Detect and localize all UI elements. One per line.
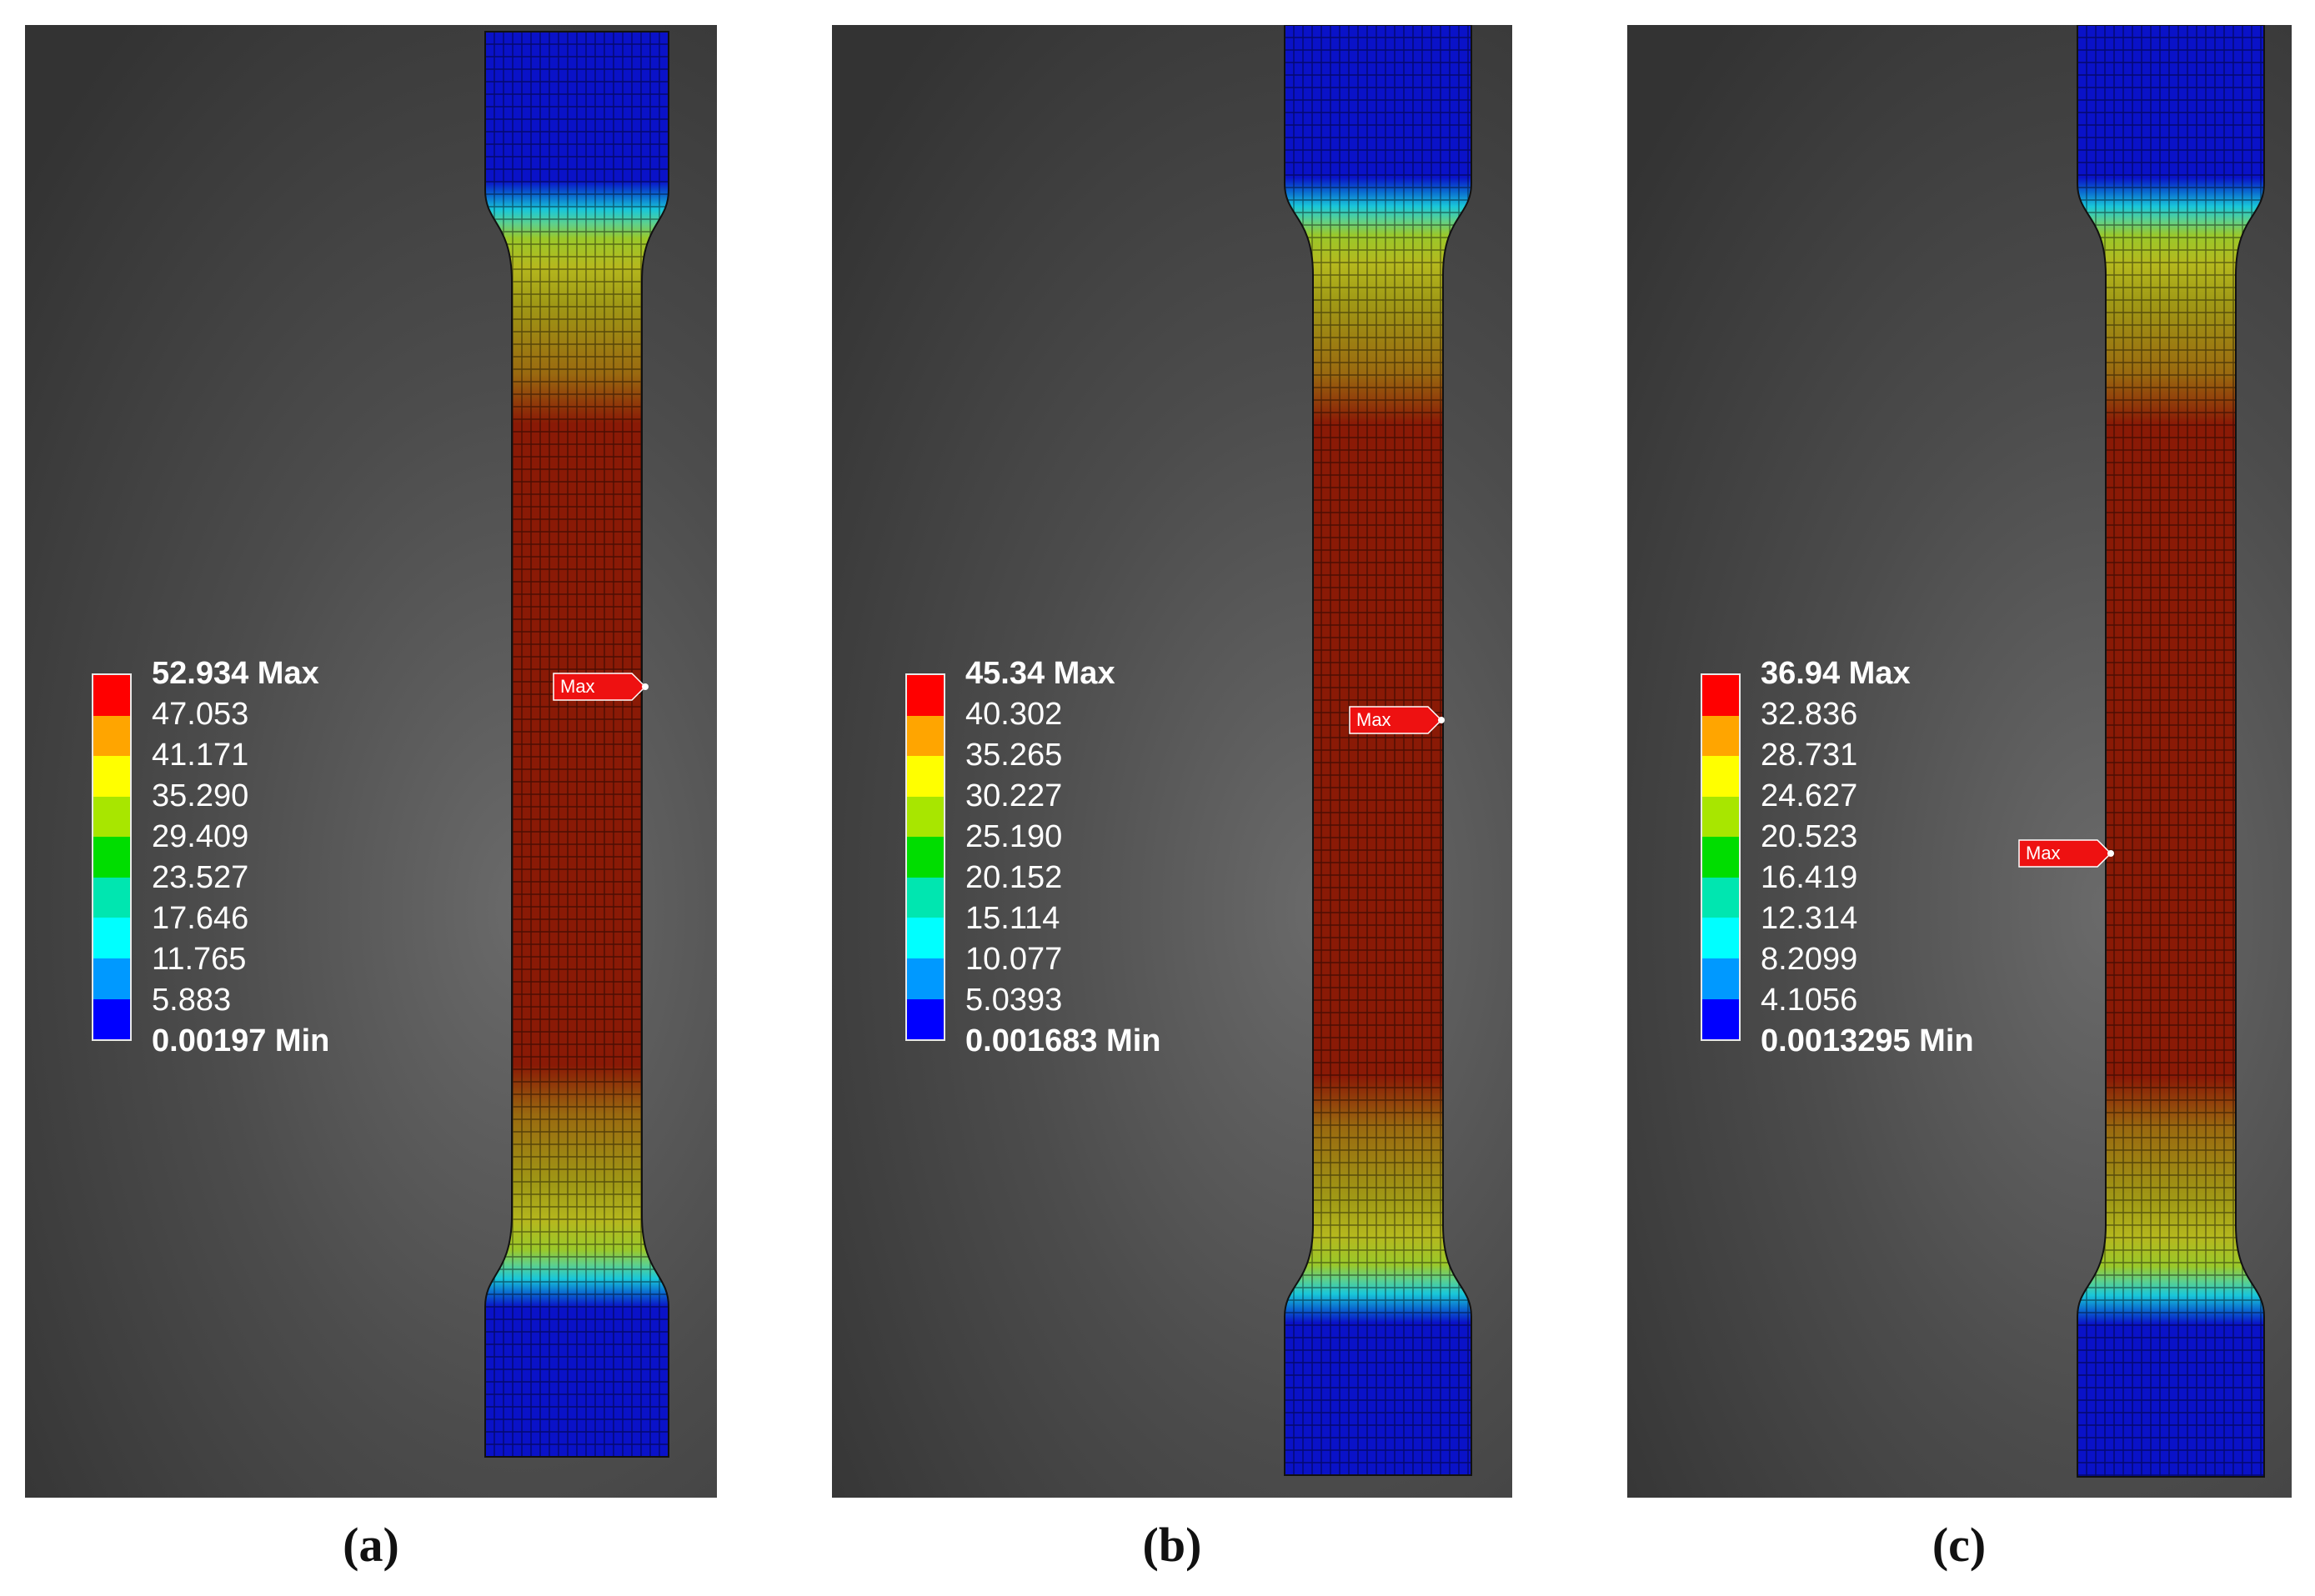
legend-swatch <box>93 715 130 757</box>
legend-max-label: 36.94 Max <box>1761 656 1911 691</box>
legend-swatch <box>907 918 944 958</box>
max-marker-b: Max <box>1349 706 1445 734</box>
legend-swatch <box>1702 756 1739 797</box>
legend-swatch <box>1702 837 1739 878</box>
legend-swatch <box>93 756 130 797</box>
legend-level-label: 17.646 <box>152 901 249 936</box>
legend-level-label: 24.627 <box>1761 778 1858 813</box>
legend-level-label: 20.152 <box>965 860 1063 895</box>
legend-swatch <box>907 877 944 918</box>
legend-swatch <box>1702 918 1739 958</box>
legend-level-label: 32.836 <box>1761 697 1858 732</box>
legend-level-label: 40.302 <box>965 697 1063 732</box>
specimen-mesh-b <box>1284 25 1472 1476</box>
legend-swatch <box>907 998 944 1040</box>
legend-level-label: 16.419 <box>1761 860 1858 895</box>
legend-swatch <box>907 756 944 797</box>
specimen-body <box>1285 25 1471 1475</box>
legend-swatch <box>93 998 130 1040</box>
legend-color-bar <box>905 673 945 1041</box>
max-marker-c: Max <box>2018 839 2114 868</box>
legend-min-label: 0.00197 Min <box>152 1023 330 1058</box>
legend-level-label: 35.265 <box>965 738 1063 773</box>
legend-swatch <box>907 675 944 716</box>
caption-c: (c) <box>1932 1518 1987 1572</box>
caption-a: (a) <box>343 1518 399 1572</box>
legend-level-label: 30.227 <box>965 778 1063 813</box>
legend-swatch <box>93 837 130 878</box>
legend-swatch <box>93 796 130 838</box>
legend-level-label: 11.765 <box>152 942 247 977</box>
svg-text:Max: Max <box>2026 843 2061 863</box>
legend-level-label: 25.190 <box>965 819 1063 854</box>
legend-swatch <box>907 715 944 757</box>
legend-swatch <box>907 796 944 838</box>
legend-level-label: 12.314 <box>1761 901 1858 936</box>
legend-color-bar <box>1701 673 1741 1041</box>
legend-level-label: 28.731 <box>1761 738 1858 773</box>
panel-c: 36.94 Max 32.836 28.731 24.627 20.523 16… <box>1627 25 2292 1498</box>
legend-swatch <box>1702 796 1739 838</box>
legend-swatch <box>907 958 944 999</box>
mesh-grid <box>2077 25 2264 1477</box>
svg-text:Max: Max <box>560 676 595 697</box>
legend-level-label: 47.053 <box>152 697 249 732</box>
legend-level-label: 5.0393 <box>965 983 1063 1018</box>
legend-swatch <box>1702 877 1739 918</box>
legend-level-label: 23.527 <box>152 860 249 895</box>
specimen-body <box>2077 25 2264 1477</box>
legend-swatch <box>93 675 130 716</box>
legend-min-label: 0.001683 Min <box>965 1023 1161 1058</box>
legend-swatch <box>1702 675 1739 716</box>
legend-level-label: 4.1056 <box>1761 983 1858 1018</box>
legend-swatch <box>93 918 130 958</box>
legend-color-bar <box>92 673 132 1041</box>
mesh-grid <box>485 32 669 1457</box>
svg-text:Max: Max <box>1356 709 1391 730</box>
legend-level-label: 29.409 <box>152 819 249 854</box>
legend-level-label: 10.077 <box>965 942 1063 977</box>
legend-min-label: 0.0013295 Min <box>1761 1023 1974 1058</box>
mesh-grid <box>1285 25 1471 1475</box>
legend-swatch <box>1702 715 1739 757</box>
specimen-mesh-c <box>2077 25 2265 1478</box>
legend-swatch <box>907 837 944 878</box>
legend-max-label: 45.34 Max <box>965 656 1115 691</box>
legend-swatch <box>1702 998 1739 1040</box>
legend-level-label: 35.290 <box>152 778 249 813</box>
legend-level-label: 5.883 <box>152 983 232 1018</box>
legend-level-label: 8.2099 <box>1761 942 1858 977</box>
legend-swatch <box>1702 958 1739 999</box>
legend-level-label: 15.114 <box>965 901 1060 936</box>
caption-b: (b) <box>1142 1518 1202 1572</box>
legend-level-label: 41.171 <box>152 738 249 773</box>
specimen-mesh-a <box>484 31 669 1458</box>
legend-swatch <box>93 877 130 918</box>
panel-a: 52.934 Max 47.053 41.171 35.290 29.409 2… <box>25 25 717 1498</box>
max-marker-a: Max <box>553 673 649 701</box>
specimen-body <box>485 32 669 1457</box>
legend-level-label: 20.523 <box>1761 819 1858 854</box>
legend-swatch <box>93 958 130 999</box>
legend-max-label: 52.934 Max <box>152 656 319 691</box>
panel-b: 45.34 Max 40.302 35.265 30.227 25.190 20… <box>832 25 1512 1498</box>
